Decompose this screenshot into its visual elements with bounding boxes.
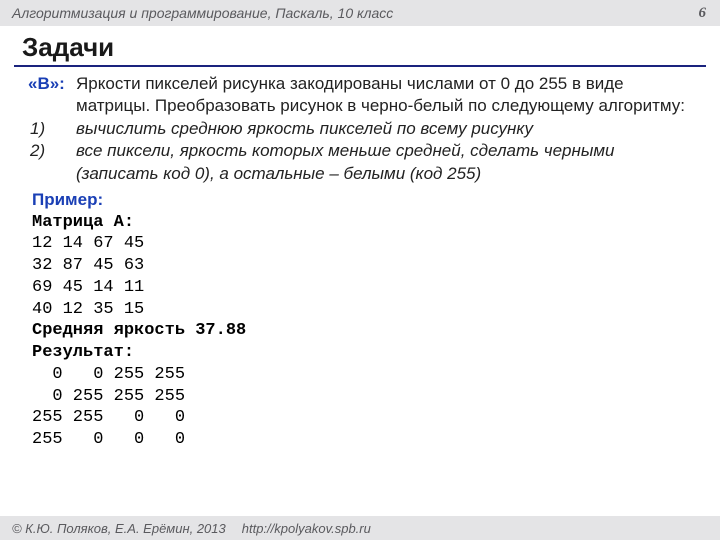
example-label: Пример: <box>32 189 696 211</box>
result-row: 255 0 0 0 <box>32 430 185 449</box>
course-title: Алгоритмизация и программирование, Паска… <box>12 5 393 21</box>
page-number: 6 <box>699 5 707 22</box>
step-text: все пиксели, яркость которых меньше сред… <box>76 140 696 185</box>
footer-copyright: © К.Ю. Поляков, Е.А. Ерёмин, 2013 <box>12 521 226 536</box>
example-block: Матрица А: 12 14 67 45 32 87 45 63 69 45… <box>32 212 696 451</box>
step-number: 2) <box>28 140 76 185</box>
footer-url: http://kpolyakov.spb.ru <box>242 521 371 536</box>
matrix-row: 32 87 45 63 <box>32 256 144 275</box>
task-step: 1) вычислить среднюю яркость пикселей по… <box>28 118 696 140</box>
result-label: Результат: <box>32 343 134 362</box>
average-label: Средняя яркость 37.88 <box>32 321 246 340</box>
result-row: 0 255 255 255 <box>32 387 185 406</box>
task-description: Яркости пикселей рисунка закодированы чи… <box>76 73 696 118</box>
page-title: Задачи <box>0 26 720 63</box>
footer-bar: © К.Ю. Поляков, Е.А. Ерёмин, 2013 http:/… <box>0 516 720 540</box>
matrix-row: 12 14 67 45 <box>32 234 144 253</box>
result-row: 255 255 0 0 <box>32 408 185 427</box>
header-bar: Алгоритмизация и программирование, Паска… <box>0 0 720 26</box>
task-level-label: «B»: <box>28 73 76 118</box>
result-row: 0 0 255 255 <box>32 365 185 384</box>
task-steps: 1) вычислить среднюю яркость пикселей по… <box>28 118 696 185</box>
step-number: 1) <box>28 118 76 140</box>
content-area: «B»: Яркости пикселей рисунка закодирова… <box>0 67 720 451</box>
step-text: вычислить среднюю яркость пикселей по вс… <box>76 118 696 140</box>
matrix-row: 40 12 35 15 <box>32 300 144 319</box>
matrix-row: 69 45 14 11 <box>32 278 144 297</box>
task-step: 2) все пиксели, яркость которых меньше с… <box>28 140 696 185</box>
matrix-label: Матрица А: <box>32 213 134 232</box>
task-intro: «B»: Яркости пикселей рисунка закодирова… <box>28 73 696 118</box>
